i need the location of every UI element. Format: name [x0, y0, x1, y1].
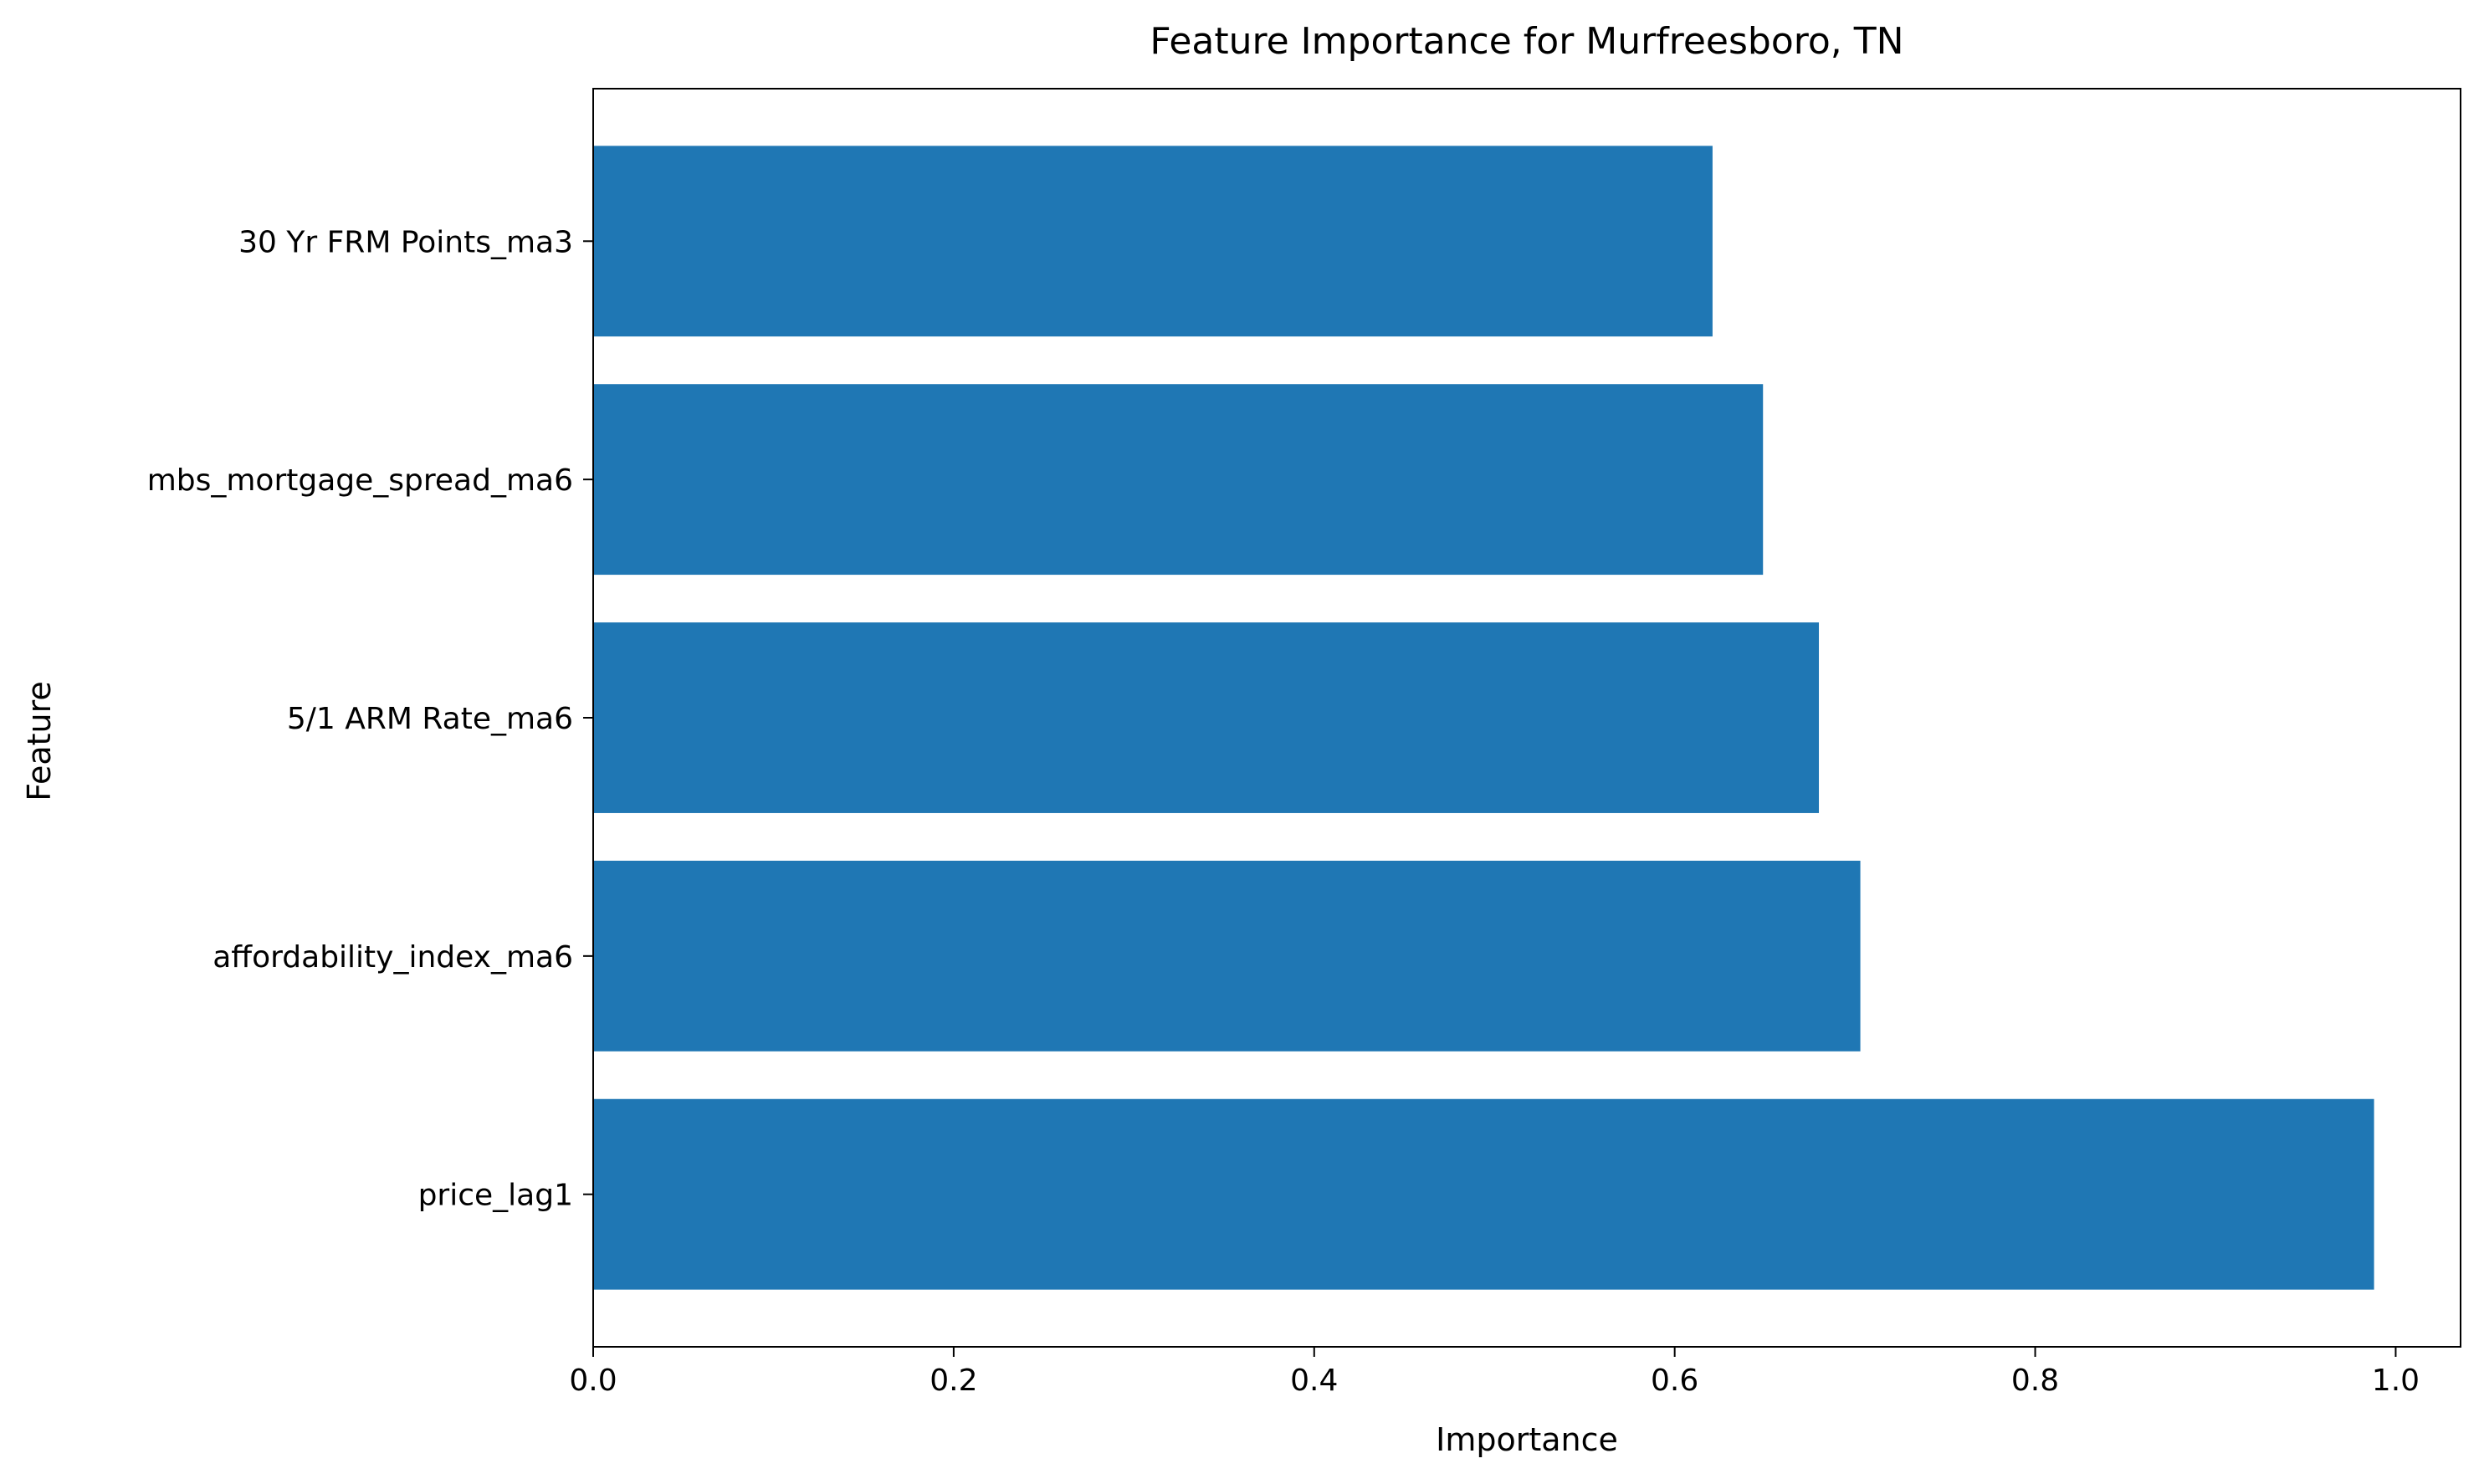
y-axis-label: Feature	[21, 681, 58, 801]
chart-title: Feature Importance for Murfreesboro, TN	[1150, 20, 1903, 63]
bar-4	[593, 146, 1713, 337]
x-tick-label-1: 0.2	[930, 1364, 977, 1398]
x-tick-label-4: 0.8	[2011, 1364, 2059, 1398]
y-tick-label-0: price_lag1	[418, 1179, 573, 1213]
x-axis-label: Importance	[1436, 1421, 1618, 1458]
y-tick-label-2: 5/1 ARM Rate_ma6	[287, 702, 573, 736]
bar-2	[593, 622, 1820, 813]
bar-1	[593, 860, 1861, 1052]
bar-3	[593, 384, 1764, 576]
x-tick-label-3: 0.6	[1651, 1364, 1698, 1398]
y-tick-label-4: 30 Yr FRM Points_ma3	[238, 225, 573, 259]
y-tick-label-1: affordability_index_ma6	[213, 940, 573, 975]
bars-layer	[593, 146, 2374, 1290]
ticks-layer: price_lag1 affordability_index_ma6 5/1 ARM…	[147, 225, 2420, 1398]
y-tick-label-3: mbs_mortgage_spread_ma6	[147, 463, 573, 498]
bar-0	[593, 1098, 2374, 1290]
x-tick-label-5: 1.0	[2372, 1364, 2420, 1398]
x-tick-label-0: 0.0	[569, 1364, 617, 1398]
x-tick-label-2: 0.4	[1290, 1364, 1338, 1398]
